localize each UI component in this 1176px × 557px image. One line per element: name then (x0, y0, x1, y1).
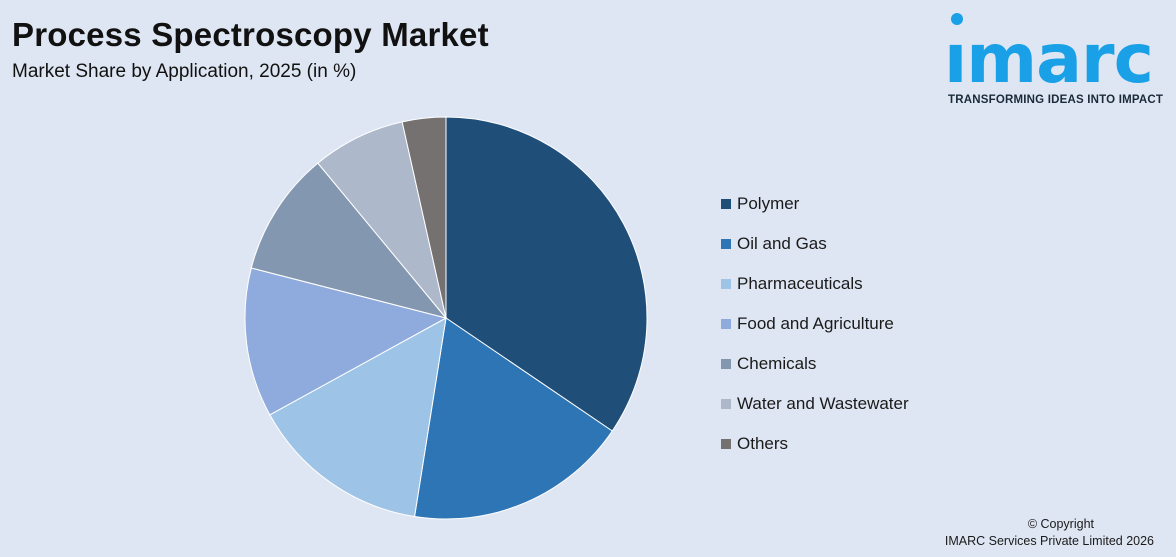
pie-slice-food-and-agriculture (244, 267, 448, 416)
pie-slice-chemicals (250, 162, 448, 319)
legend-item: Food and Agriculture (721, 304, 909, 344)
legend-label: Pharmaceuticals (737, 274, 863, 293)
legend-item: Polymer (721, 184, 909, 224)
logo-dot-icon (951, 13, 963, 25)
legend-label: Polymer (737, 194, 800, 213)
copyright-line-2: IMARC Services Private Limited 2026 (944, 534, 1154, 548)
pie-slice-oil-and-gas (413, 317, 613, 520)
pie-slice-pharmaceuticals (269, 317, 447, 518)
legend-swatch (721, 439, 731, 449)
pie-slice-water-and-wastewater (317, 121, 447, 319)
legend-swatch (721, 319, 731, 329)
legend-label: Water and Wastewater (737, 394, 909, 413)
legend-item: Water and Wastewater (721, 384, 909, 424)
copyright-notice: © Copyright IMARC Services Private Limit… (945, 516, 1154, 550)
legend-item: Chemicals (721, 344, 909, 384)
legend-item: Pharmaceuticals (721, 264, 909, 304)
chart-legend: Polymer Oil and Gas Pharmaceuticals Food an… (721, 193, 909, 473)
copyright-line-1: © Copyright (1027, 517, 1094, 531)
legend-label: Others (737, 434, 789, 453)
chart-title: Process Spectroscopy Market (12, 16, 489, 53)
legend-item: Others (721, 424, 909, 464)
legend-item: Oil and Gas (721, 224, 909, 264)
pie-slice-others (401, 116, 447, 319)
legend-label: Food and Agriculture (737, 314, 894, 333)
legend-label: Chemicals (737, 354, 817, 373)
logo-tagline: TRANSFORMING IDEAS INTO IMPACT (948, 94, 1164, 106)
imarc-logo: ımarc TRANSFORMING IDEAS INTO IMPACT (944, 10, 1170, 110)
legend-swatch (721, 199, 731, 209)
pie-slice-polymer (445, 116, 648, 432)
logo-wordmark: ımarc (944, 20, 1154, 99)
legend-swatch (721, 399, 731, 409)
legend-label: Oil and Gas (737, 234, 827, 253)
chart-subtitle: Market Share by Application, 2025 (in %) (12, 61, 357, 82)
legend-swatch (721, 239, 731, 249)
legend-swatch (721, 279, 731, 289)
legend-swatch (721, 359, 731, 369)
